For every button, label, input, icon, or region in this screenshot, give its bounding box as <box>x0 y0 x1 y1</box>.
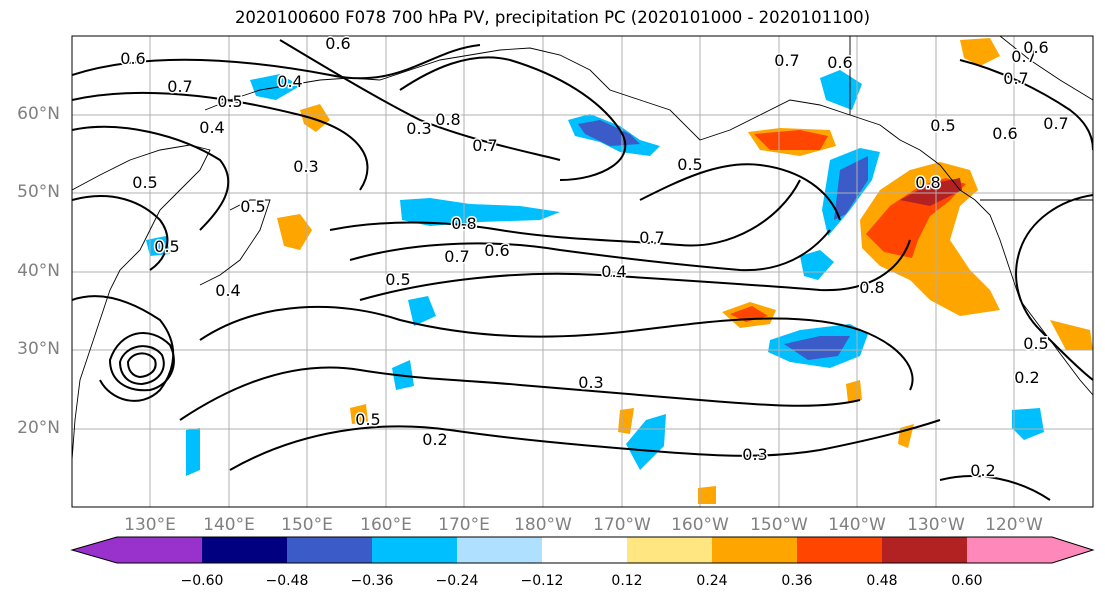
map-gridlines <box>72 36 1093 507</box>
colorbar-tick-label: −0.36 <box>350 573 394 589</box>
lon-label-150w: 150°W <box>750 515 808 535</box>
lon-label-140w: 140°W <box>828 515 886 535</box>
contour-label: 0.7 <box>167 77 192 96</box>
colorbar-tick-label: 0.12 <box>611 573 643 589</box>
lon-label-130w: 130°W <box>907 515 965 535</box>
colorbar-tick-label: −0.24 <box>435 573 479 589</box>
contour-label: 0.5 <box>154 237 179 256</box>
contour-label: 0.5 <box>240 197 265 216</box>
colorbar-tick-label: 0.24 <box>696 573 728 589</box>
lon-label-160w: 160°W <box>671 515 729 535</box>
contour-label: 0.6 <box>325 34 350 53</box>
lon-label-170w: 170°W <box>593 515 651 535</box>
contour-label: 0.6 <box>1023 38 1048 57</box>
lon-label-130e: 130°E <box>124 515 176 535</box>
contour-label: 0.7 <box>1003 69 1028 88</box>
contour-label: 0.7 <box>774 51 799 70</box>
contour-label: 0.5 <box>385 270 410 289</box>
contour-label: 0.6 <box>120 49 145 68</box>
lat-label-20n: 20°N <box>17 418 60 438</box>
lon-label-180w: 180°W <box>514 515 572 535</box>
lon-label-120w: 120°W <box>985 515 1043 535</box>
contour-label: 0.6 <box>992 124 1017 143</box>
contour-label: 0.4 <box>277 72 302 91</box>
colorbar-max-extend <box>1052 537 1093 563</box>
colorbar-tick-label: −0.12 <box>520 573 564 589</box>
contour-label: 0.5 <box>930 116 955 135</box>
contour-label: 0.8 <box>859 278 884 297</box>
colorbar-tick-label: 0.48 <box>866 573 898 589</box>
contour-label: 0.7 <box>472 136 497 155</box>
contour-label: 0.5 <box>217 92 242 111</box>
colorbar-tick-label: 0.36 <box>781 573 813 589</box>
pv-contours <box>72 39 1093 501</box>
contour-label: 0.4 <box>215 281 240 300</box>
contour-label: 0.5 <box>677 155 702 174</box>
contour-label: 0.5 <box>1023 334 1048 353</box>
contour-label: 0.4 <box>199 118 224 137</box>
contour-label: 0.6 <box>827 53 852 72</box>
contour-label: 0.8 <box>915 173 940 192</box>
contour-label: 0.3 <box>578 373 603 392</box>
colorbar <box>70 536 1095 564</box>
contour-label: 0.4 <box>601 262 626 281</box>
lon-label-160e: 160°E <box>360 515 412 535</box>
lon-label-170e: 170°E <box>438 515 490 535</box>
contour-label: 0.2 <box>1014 368 1039 387</box>
contour-label: 0.5 <box>355 410 380 429</box>
contour-label: 0.5 <box>132 173 157 192</box>
contour-label: 0.6 <box>484 241 509 260</box>
contour-label: 0.2 <box>422 430 447 449</box>
contour-label: 0.8 <box>451 214 476 233</box>
contour-label: 0.3 <box>293 157 318 176</box>
contour-label: 0.2 <box>970 461 995 480</box>
lat-label-40n: 40°N <box>17 261 60 281</box>
colorbar-tick-label: 0.60 <box>951 573 983 589</box>
lon-label-150e: 150°E <box>281 515 333 535</box>
contour-label: 0.7 <box>639 228 664 247</box>
map-frame <box>71 35 1094 508</box>
contour-label: 0.7 <box>1043 114 1068 133</box>
colorbar-tick-label: −0.48 <box>265 573 309 589</box>
colorbar-min-extend <box>72 537 117 563</box>
contour-label: 0.7 <box>444 247 469 266</box>
precipitation-shading <box>146 38 1093 504</box>
contour-label: 0.3 <box>406 119 431 138</box>
contour-label: 0.7 <box>1011 47 1036 66</box>
chart-title: 2020100600 F078 700 hPa PV, precipitatio… <box>234 8 871 27</box>
lat-label-50n: 50°N <box>17 182 60 202</box>
lon-label-140e: 140°E <box>203 515 255 535</box>
lat-label-60n: 60°N <box>17 104 60 124</box>
contour-label: 0.3 <box>742 445 767 464</box>
lat-label-30n: 30°N <box>17 339 60 359</box>
colorbar-tick-label: −0.60 <box>180 573 224 589</box>
contour-label: 0.8 <box>435 110 460 129</box>
